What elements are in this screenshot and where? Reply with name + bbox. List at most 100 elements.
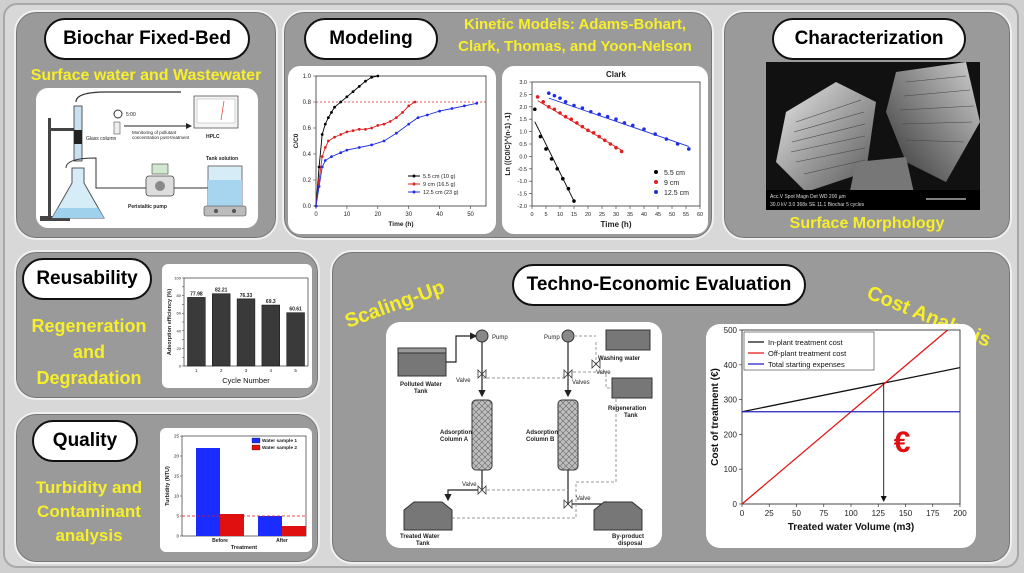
y-tick-label: 0.2 [303,178,312,184]
y-tick-label: 40 [177,328,182,333]
x-tick-label: 35 [627,212,633,218]
y-tick-label: 20 [177,346,182,351]
label-monitoring: Monitoring of pollutant concentration pos… [132,130,190,140]
y-tick-label: 20 [174,454,180,459]
data-point [330,111,333,114]
quality-line2: Contaminant [37,502,141,521]
data-point [597,134,601,139]
data-point [382,122,386,126]
data-point [388,120,392,123]
data-point [323,146,327,149]
data-point [416,116,420,119]
x-tick-label: 3 [245,368,248,373]
data-point [462,104,466,108]
legend-box [743,331,875,371]
data-point [653,132,657,136]
data-point [345,95,349,99]
label-hplc: HPLC [206,134,220,140]
legend-label: 9 cm [664,180,679,187]
data-point [394,116,398,119]
x-tick-label: 50 [467,212,474,218]
x-tick-label: 50 [792,509,801,518]
x-tick-label: 20 [374,212,381,218]
x-tick-label: 175 [926,509,940,518]
y-tick-label: 3.0 [519,80,527,86]
data-point [450,107,454,110]
data-point [535,95,540,99]
data-point [370,75,374,79]
fixed-bed-title: Biochar Fixed-Bed [44,18,250,60]
reusability-chart-card: 0 20 40 60 80 100 77.98 1 82.21 2 76.33 3 69.3 4 60.61… [162,264,312,388]
bar [236,298,256,367]
data-point [339,133,343,136]
data-point [323,159,327,162]
data-point [591,131,596,135]
legend-marker [412,182,416,186]
quality-line3: analysis [55,526,123,545]
reusability-title: Reusability [22,258,152,300]
data-point [326,139,330,143]
clark-chart-card: Clark 0 5 10 15 20 25 30 35 40 45 50 55 60 -2.0 -1.5 -1.… [502,66,708,234]
series-line [742,366,960,413]
bar [212,293,231,367]
legend-marker [654,180,658,184]
fixed-bed-subtitle: Surface water and Wastewater [30,67,262,84]
label-treated-tank: Treated Water Tank [400,534,440,547]
data-point [547,91,551,95]
data-point [558,111,562,115]
x-tick-label: 60 [697,212,703,218]
bar-value-label: 82.21 [215,288,228,294]
quality-line1: Turbidity and [35,478,143,497]
data-point [603,138,607,143]
legend-label: 12.5 cm (23 g) [423,190,459,196]
y-tick-label: 500 [724,326,738,335]
y-tick-label: 100 [174,276,181,281]
y-tick-label: 60 [177,311,182,316]
data-point [563,100,568,104]
turbidity-chart-card: 0 5 10 15 20 25 Before After Water sample 1 Water… [160,428,312,552]
x-tick-label: After [276,538,288,544]
data-point [317,165,321,169]
data-point [575,121,579,125]
reusability-line3: Degradation [36,368,142,388]
x-axis-label: Treatment [231,545,257,551]
data-point [357,146,361,149]
x-tick-label: 45 [655,212,661,218]
data-point [376,74,380,78]
bar [220,514,244,536]
reusability-chart: 0 20 40 60 80 100 77.98 1 82.21 2 76.33 3 69.3 4 60.61… [167,276,309,385]
data-point [320,165,324,169]
reusability-line2: and [72,342,105,362]
data-point [370,126,374,130]
data-point [664,137,669,141]
y-tick-label: 0.0 [303,204,312,210]
data-point [394,131,398,135]
x-tick-label: 75 [819,509,828,518]
y-tick-label: 0.6 [303,126,312,132]
data-point [541,100,545,104]
label-pump-2: Pump [544,335,560,341]
x-axis-label: Time (h) [388,221,413,228]
x-tick-label: 30 [613,212,619,218]
x-tick-label: 5 [294,368,297,373]
x-tick-label: 150 [899,509,913,518]
label-polluted-tank: Polluted Water Tank [400,382,442,395]
legend-label: 5.5 cm [664,170,685,177]
x-tick-label: 25 [599,212,605,218]
y-tick-label: 300 [724,396,738,405]
y-tick-label: 2.0 [519,105,527,111]
breakthrough-chart-card: 0 10 20 30 40 50 0.0 0.2 0.4 0.6 0.8 1.0 Time (h) C/C… [288,66,496,234]
label-valve-3: Valve [596,370,611,376]
data-point [339,151,343,155]
data-point [475,101,479,105]
x-tick-label: 1 [195,368,198,373]
y-tick-label: 400 [724,361,738,370]
data-point [642,127,646,131]
x-tick-label: Before [212,538,228,544]
legend-label: 9 cm (16.5 g) [423,182,456,188]
cost-chart: 0 25 50 75 100 125 150 175 200 0 100 200 300 400 500 € I… [710,326,967,533]
data-point [314,204,318,208]
x-tick-label: 30 [405,212,412,218]
data-point [619,149,624,154]
legend-swatch [251,444,261,451]
